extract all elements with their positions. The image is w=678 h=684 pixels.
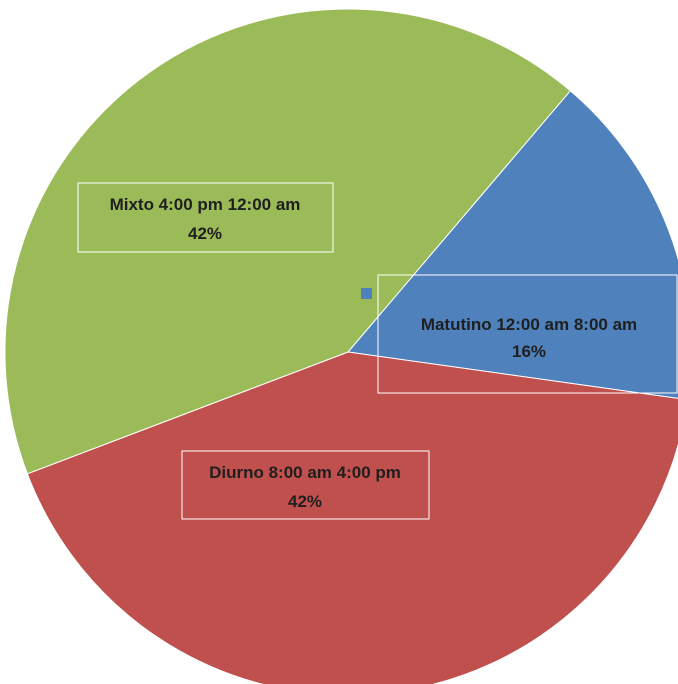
pie-slices [4,8,678,684]
pie-slice-matutino [347,90,678,399]
data-label-matutino-name: Matutino 12:00 am 8:00 am [421,315,637,334]
data-label-matutino: Matutino 12:00 am 8:00 am 16% [377,274,678,394]
legend-key-matutino [361,288,372,299]
data-label-diurno-percent: 42% [288,492,322,511]
pie-data-labels: Mixto 4:00 pm 12:00 am 42% Matutino 12:0… [77,182,678,520]
data-label-mixto-percent: 42% [188,224,222,243]
data-label-diurno-name: Diurno 8:00 am 4:00 pm [209,463,401,482]
pie-slice-diurno [26,351,678,684]
data-label-mixto: Mixto 4:00 pm 12:00 am 42% [77,182,334,253]
data-label-matutino-percent: 16% [512,342,546,361]
data-label-diurno: Diurno 8:00 am 4:00 pm 42% [181,450,430,520]
pie-slice-mixto [4,8,572,475]
data-label-mixto-name: Mixto 4:00 pm 12:00 am [110,195,301,214]
